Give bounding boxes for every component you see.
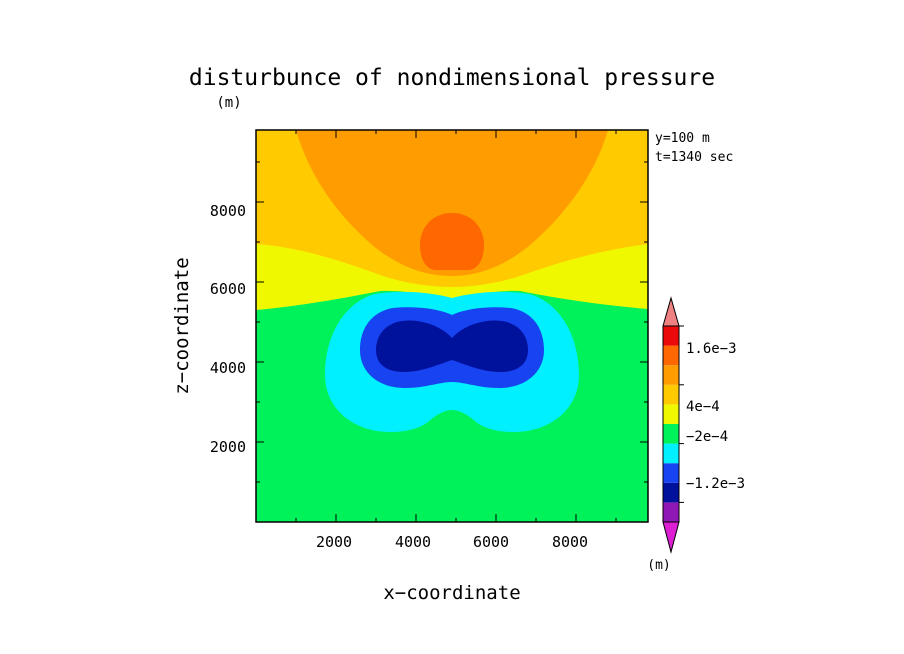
x-tick-label: 4000 [395, 533, 431, 551]
y-tick-label: 4000 [210, 359, 246, 377]
colorbar-swatch [663, 424, 679, 444]
colorbar-tick-label: 1.6e−3 [686, 341, 737, 357]
annotation-y: y=100 m [655, 131, 710, 146]
colorbar [662, 296, 684, 554]
annotation-t: t=1340 sec [655, 150, 733, 165]
colorbar-swatch [663, 443, 679, 464]
colorbar-unit: (m) [647, 558, 670, 573]
colorbar-min-arrow [662, 521, 680, 554]
colorbar-tick-label: −2e−4 [686, 429, 728, 445]
colorbar-max-arrow [662, 296, 680, 327]
colorbar-swatch [663, 404, 679, 424]
x-tick-label: 8000 [552, 533, 588, 551]
region-low-core [376, 320, 528, 372]
colorbar-swatch [663, 482, 679, 503]
x-axis-label: x−coordinate [383, 582, 520, 604]
colorbar-swatch [663, 384, 679, 405]
y-axis-label: z−coordinate [171, 257, 193, 394]
colorbar-swatch [663, 345, 679, 366]
y-tick-label: 2000 [210, 438, 246, 456]
region-high-core [420, 213, 484, 270]
colorbar-swatch [663, 326, 679, 346]
chart-title: disturbunce of nondimensional pressure [189, 65, 715, 91]
axis-ticks [256, 130, 648, 522]
plot-area [255, 129, 649, 523]
colorbar-swatch [663, 365, 679, 385]
colorbar-swatch [663, 502, 679, 522]
y-unit-label: (m) [216, 95, 241, 111]
y-tick-label: 8000 [210, 202, 246, 220]
colorbar-swatch [663, 463, 679, 483]
colorbar-tick-label: −1.2e−3 [686, 476, 745, 492]
x-tick-label: 6000 [473, 533, 509, 551]
colorbar-frame [662, 325, 680, 523]
y-tick-label: 6000 [210, 280, 246, 298]
region-bowl [296, 130, 608, 276]
colorbar-tick-label: 4e−4 [686, 399, 720, 415]
x-tick-label: 2000 [316, 533, 352, 551]
plot-frame [255, 129, 649, 523]
